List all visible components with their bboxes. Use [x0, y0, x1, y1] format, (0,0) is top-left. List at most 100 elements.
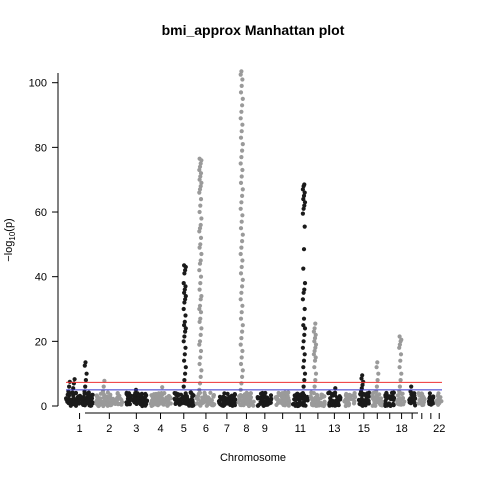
snp-point — [377, 399, 382, 404]
snp-point — [109, 402, 114, 408]
snp-point — [301, 323, 306, 328]
snp-point — [240, 323, 245, 328]
x-axis-ticks: 1 2 3 4 5 6 7 8 9 11 13 15 18 22 — [76, 413, 445, 435]
snp-point — [240, 103, 245, 108]
snp-point — [101, 384, 106, 389]
snp-point — [240, 374, 245, 379]
snp-point — [359, 396, 364, 401]
snp-point — [198, 174, 203, 179]
snp-point — [208, 390, 213, 395]
snp-point — [300, 211, 305, 216]
snp-point — [240, 187, 245, 192]
snp-point — [427, 391, 432, 396]
chromosome-6-peak-1 — [197, 156, 204, 392]
snp-point — [302, 287, 307, 292]
snp-point — [344, 403, 349, 408]
y-tick-label: 100 — [29, 78, 47, 90]
snp-point — [83, 378, 88, 383]
snp-point — [285, 401, 290, 406]
snp-point — [398, 352, 404, 357]
snp-point — [183, 284, 188, 289]
snp-point — [255, 403, 260, 408]
snp-point — [387, 401, 392, 406]
chromosome-19-points — [407, 391, 418, 408]
snp-point — [358, 402, 363, 407]
snp-point — [173, 401, 178, 406]
chromosome-15-points — [356, 390, 372, 408]
snp-point — [302, 332, 307, 337]
snp-point — [199, 294, 204, 299]
snp-point — [247, 393, 252, 398]
snp-point — [197, 209, 202, 215]
x-tick-label: 4 — [157, 423, 163, 435]
snp-point — [198, 274, 204, 279]
snp-point — [221, 400, 226, 405]
snp-point — [352, 392, 357, 397]
x-tick-label: 6 — [203, 423, 209, 435]
snp-point — [280, 391, 285, 396]
chromosome-16-peak-1 — [374, 360, 381, 394]
snp-point — [199, 368, 204, 373]
snp-point — [198, 203, 203, 208]
x-tick-label: 5 — [181, 423, 187, 435]
snp-point — [302, 203, 307, 208]
snp-point — [183, 313, 188, 318]
snp-point — [375, 378, 380, 383]
snp-point — [118, 401, 123, 406]
x-tick-label: 3 — [133, 423, 139, 435]
snp-point — [333, 386, 338, 391]
snp-point — [168, 395, 173, 400]
snp-point — [360, 382, 365, 388]
chromosome-10-points — [273, 390, 292, 408]
chromosome-5-points — [172, 390, 196, 408]
snp-point — [197, 339, 203, 344]
snp-point — [197, 268, 202, 273]
snp-point — [183, 294, 188, 299]
snp-point — [378, 396, 384, 401]
snp-point — [398, 378, 403, 383]
snp-point — [391, 401, 396, 406]
snp-point — [165, 403, 170, 408]
snp-point — [409, 384, 414, 389]
snp-point — [197, 303, 203, 308]
snp-point — [399, 401, 404, 406]
snp-point — [359, 386, 364, 391]
snp-point — [240, 142, 245, 147]
snp-point — [248, 402, 254, 407]
chromosome-2-peak-1 — [100, 378, 107, 394]
snp-point — [374, 393, 379, 398]
snp-point — [198, 281, 203, 286]
snp-point — [183, 326, 188, 331]
y-tick-label: 60 — [35, 207, 47, 219]
snp-point — [373, 403, 378, 408]
x-tick-label: 15 — [358, 423, 370, 435]
snp-point — [239, 83, 244, 88]
snp-point — [199, 326, 204, 331]
snp-point — [262, 402, 267, 407]
snp-point — [312, 365, 317, 370]
snp-point — [240, 303, 245, 308]
snp-point — [190, 403, 195, 408]
snp-point — [264, 395, 269, 400]
snp-point — [199, 251, 204, 257]
snp-point — [302, 281, 308, 286]
snp-point — [300, 297, 305, 302]
snp-point — [296, 402, 301, 408]
snp-point — [375, 360, 380, 365]
snp-point — [201, 400, 206, 405]
chromosome-14-points — [342, 391, 358, 409]
snp-point — [197, 261, 203, 266]
snp-point — [184, 394, 189, 399]
snp-point — [374, 389, 379, 394]
snp-point — [370, 391, 375, 396]
snp-point — [374, 365, 379, 370]
snp-point — [82, 363, 87, 368]
x-axis-label: Chromosome — [220, 452, 286, 464]
snp-point — [160, 385, 165, 390]
snp-point — [198, 184, 203, 189]
snp-point — [83, 384, 88, 389]
snp-point — [198, 222, 203, 228]
snp-point — [182, 263, 187, 268]
snp-point — [238, 251, 243, 257]
snp-point — [182, 319, 187, 324]
